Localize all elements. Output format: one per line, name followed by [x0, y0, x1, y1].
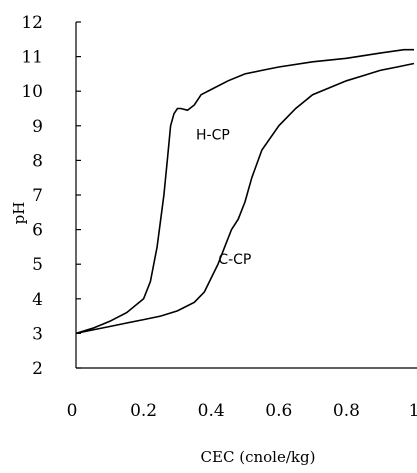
x-tick-label: 0.8 — [333, 401, 360, 421]
y-tick-label: 12 — [21, 13, 43, 33]
series-line-h-cp — [75, 48, 414, 335]
x-tick-label: 1 — [409, 401, 417, 421]
x-axis-title: CEC (cnole/kg) — [201, 448, 316, 466]
y-tick-label: 2 — [32, 359, 43, 379]
y-tick-label: 4 — [32, 290, 43, 310]
y-tick-label: 3 — [32, 324, 43, 344]
y-tick-label: 11 — [21, 48, 43, 68]
series-label-c-cp: C-CP — [218, 252, 251, 268]
x-tick-label: 0.4 — [198, 401, 225, 421]
y-tick-label: 8 — [32, 151, 43, 171]
x-tick-label: 0.6 — [265, 401, 292, 421]
y-tick-label: 7 — [32, 186, 43, 206]
series-label-h-cp: H-CP — [196, 128, 230, 144]
series-group: H-CP C-CP — [75, 48, 415, 335]
x-tick-label: 0 — [67, 401, 78, 421]
y-tick-label: 9 — [32, 117, 43, 137]
y-tick-label: 5 — [32, 255, 43, 275]
y-tick-label: 6 — [32, 221, 43, 241]
x-tick-label: 0.2 — [130, 401, 157, 421]
series-line-c-cp — [75, 62, 415, 335]
y-axis-ticks: 2 3 4 5 6 7 8 9 10 11 12 — [21, 13, 81, 379]
y-axis-title: pH — [10, 202, 28, 225]
y-tick-label: 10 — [21, 82, 43, 102]
x-axis-ticks: 0 0.2 0.4 0.6 0.8 1 — [67, 401, 417, 421]
